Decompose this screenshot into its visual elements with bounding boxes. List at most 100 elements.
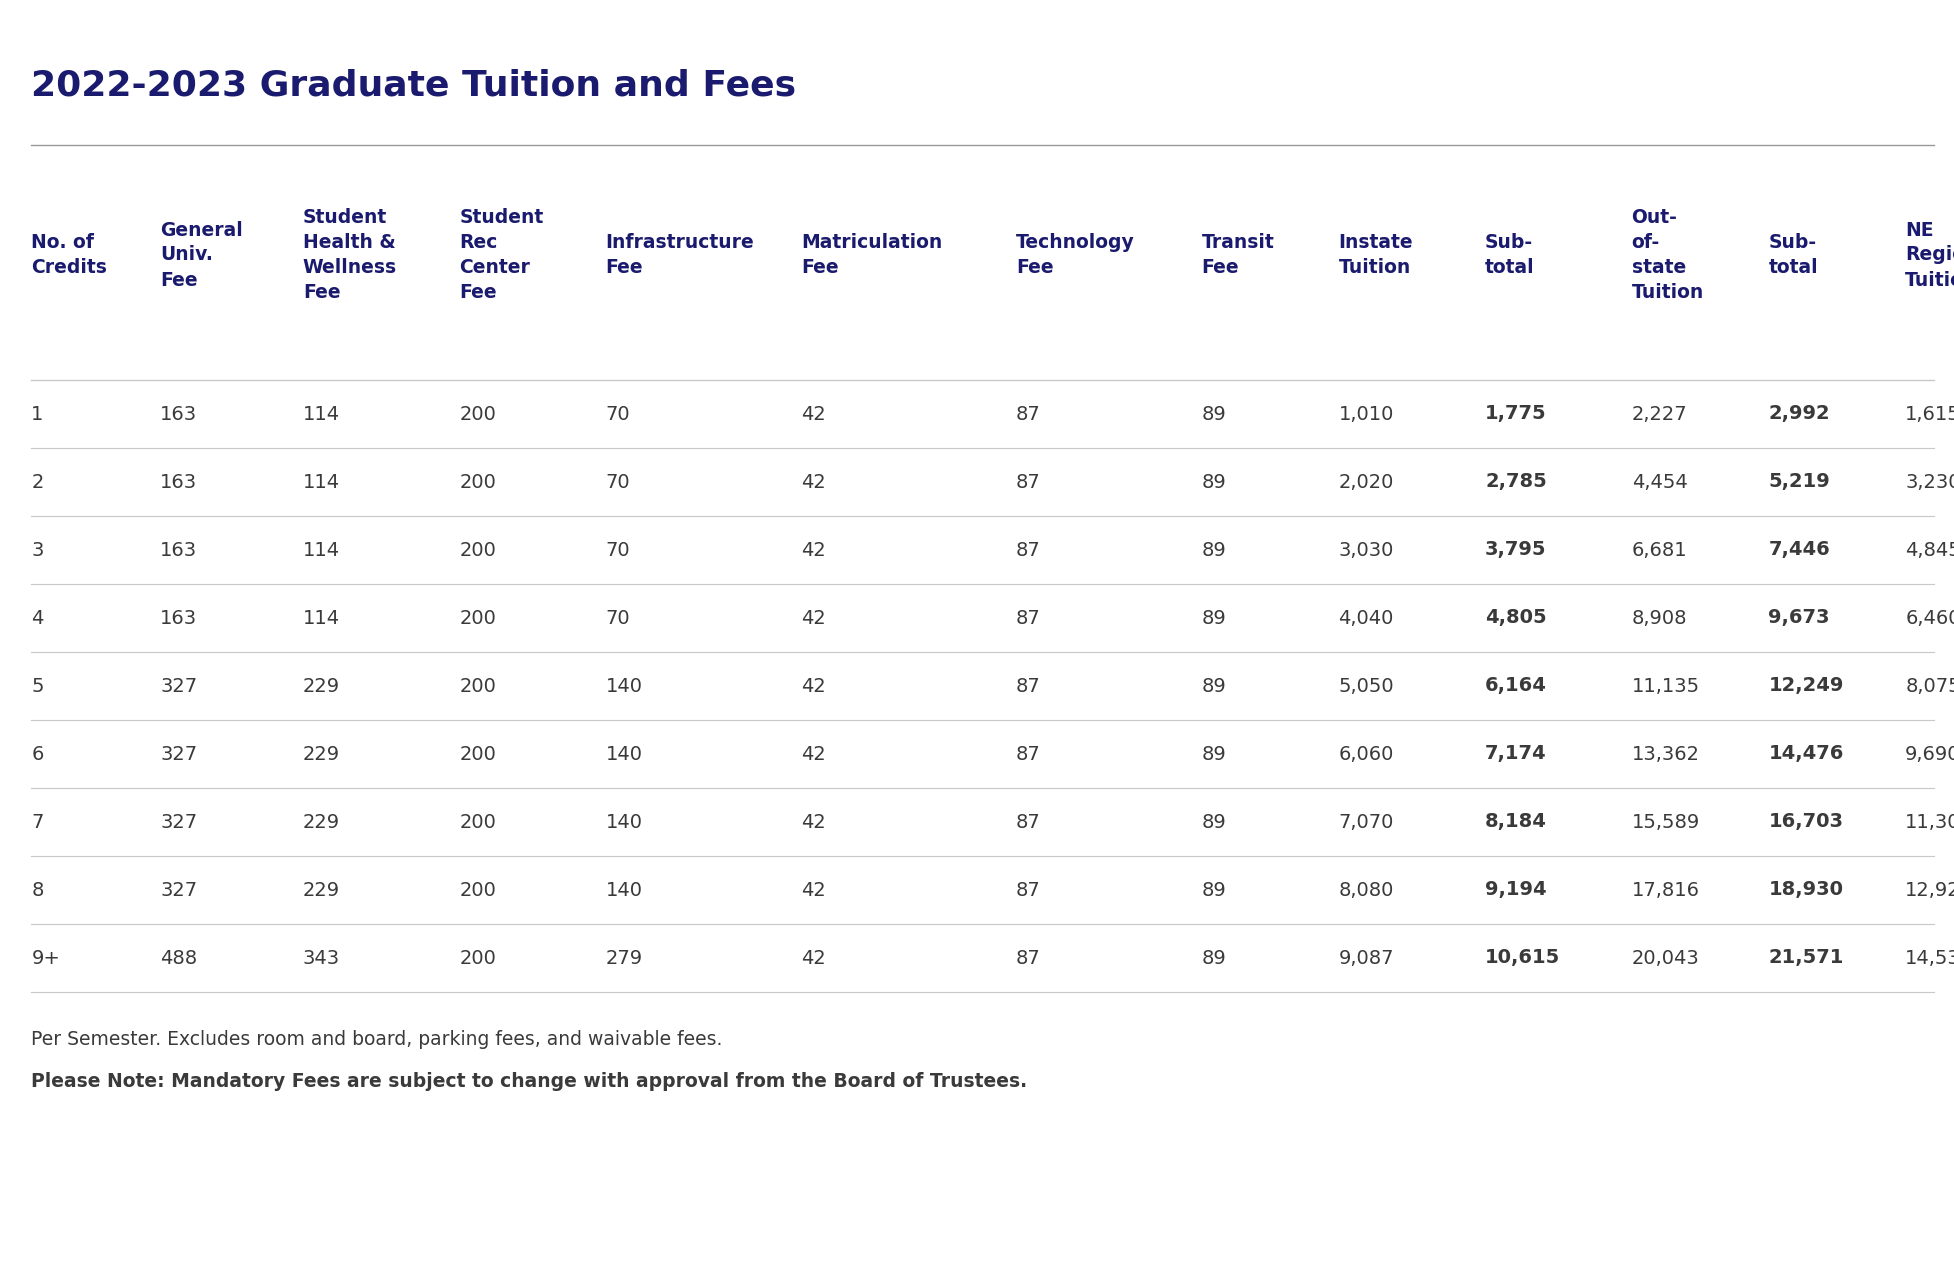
Text: NE
Region
Tuition: NE Region Tuition (1905, 220, 1954, 290)
Text: 12,249: 12,249 (1768, 676, 1845, 695)
Text: General
Univ.
Fee: General Univ. Fee (160, 220, 242, 290)
Text: 163: 163 (160, 541, 197, 560)
Text: 1,010: 1,010 (1338, 405, 1393, 424)
Text: 2,785: 2,785 (1485, 472, 1548, 491)
Text: 327: 327 (160, 813, 197, 832)
Text: 6,060: 6,060 (1338, 744, 1393, 763)
Text: 87: 87 (1016, 813, 1041, 832)
Text: 200: 200 (459, 744, 496, 763)
Text: 114: 114 (303, 541, 340, 560)
Text: 9,673: 9,673 (1768, 609, 1829, 628)
Text: 70: 70 (606, 541, 631, 560)
Text: 89: 89 (1202, 405, 1227, 424)
Text: 2,020: 2,020 (1338, 472, 1393, 491)
Text: 1,775: 1,775 (1485, 405, 1548, 424)
Text: 89: 89 (1202, 472, 1227, 491)
Text: 1: 1 (31, 405, 43, 424)
Text: 4,454: 4,454 (1632, 472, 1688, 491)
Text: 89: 89 (1202, 880, 1227, 900)
Text: 87: 87 (1016, 609, 1041, 628)
Text: 229: 229 (303, 744, 340, 763)
Text: 87: 87 (1016, 744, 1041, 763)
Text: 327: 327 (160, 676, 197, 695)
Text: 2,992: 2,992 (1768, 405, 1831, 424)
Text: 70: 70 (606, 609, 631, 628)
Text: 200: 200 (459, 472, 496, 491)
Text: 200: 200 (459, 541, 496, 560)
Text: 16,703: 16,703 (1768, 813, 1843, 832)
Text: 12,920: 12,920 (1905, 880, 1954, 900)
Text: Sub-
total: Sub- total (1485, 233, 1534, 277)
Text: 7,446: 7,446 (1768, 541, 1831, 560)
Text: 140: 140 (606, 676, 643, 695)
Text: 8,908: 8,908 (1632, 609, 1686, 628)
Text: 89: 89 (1202, 676, 1227, 695)
Text: 14,476: 14,476 (1768, 744, 1845, 763)
Text: 8,184: 8,184 (1485, 813, 1548, 832)
Text: 2,227: 2,227 (1632, 405, 1686, 424)
Text: 488: 488 (160, 948, 197, 967)
Text: 42: 42 (801, 880, 827, 900)
Text: 8,075: 8,075 (1905, 676, 1954, 695)
Text: 13,362: 13,362 (1632, 744, 1700, 763)
Text: 42: 42 (801, 609, 827, 628)
Text: 21,571: 21,571 (1768, 948, 1845, 967)
Text: 89: 89 (1202, 609, 1227, 628)
Text: 200: 200 (459, 948, 496, 967)
Text: 42: 42 (801, 472, 827, 491)
Text: 5,050: 5,050 (1338, 676, 1393, 695)
Text: 89: 89 (1202, 948, 1227, 967)
Text: 6,164: 6,164 (1485, 676, 1548, 695)
Text: 5: 5 (31, 676, 43, 695)
Text: 163: 163 (160, 472, 197, 491)
Text: 4,845: 4,845 (1905, 541, 1954, 560)
Text: 15,589: 15,589 (1632, 813, 1700, 832)
Text: 327: 327 (160, 880, 197, 900)
Text: Sub-
total: Sub- total (1768, 233, 1817, 277)
Text: Out-
of-
state
Tuition: Out- of- state Tuition (1632, 208, 1704, 303)
Text: 42: 42 (801, 813, 827, 832)
Text: 6,460: 6,460 (1905, 609, 1954, 628)
Text: No. of
Credits: No. of Credits (31, 233, 107, 277)
Text: Per Semester. Excludes room and board, parking fees, and waivable fees.: Per Semester. Excludes room and board, p… (31, 1031, 723, 1050)
Text: 6,681: 6,681 (1632, 541, 1686, 560)
Text: 200: 200 (459, 405, 496, 424)
Text: 1,615: 1,615 (1905, 405, 1954, 424)
Text: 9,690: 9,690 (1905, 744, 1954, 763)
Text: 87: 87 (1016, 541, 1041, 560)
Text: 9,194: 9,194 (1485, 880, 1548, 900)
Text: 114: 114 (303, 472, 340, 491)
Text: 5,219: 5,219 (1768, 472, 1831, 491)
Text: 140: 140 (606, 813, 643, 832)
Text: 229: 229 (303, 813, 340, 832)
Text: 7,070: 7,070 (1338, 813, 1393, 832)
Text: 200: 200 (459, 676, 496, 695)
Text: 114: 114 (303, 405, 340, 424)
Text: 4,805: 4,805 (1485, 609, 1548, 628)
Text: Please Note: Mandatory Fees are subject to change with approval from the Board o: Please Note: Mandatory Fees are subject … (31, 1072, 1028, 1091)
Text: 10,615: 10,615 (1485, 948, 1561, 967)
Text: 163: 163 (160, 405, 197, 424)
Text: 8,080: 8,080 (1338, 880, 1393, 900)
Text: 229: 229 (303, 676, 340, 695)
Text: 8: 8 (31, 880, 43, 900)
Text: Matriculation
Fee: Matriculation Fee (801, 233, 942, 277)
Text: 2022-2023 Graduate Tuition and Fees: 2022-2023 Graduate Tuition and Fees (31, 68, 797, 103)
Text: 70: 70 (606, 472, 631, 491)
Text: 6: 6 (31, 744, 43, 763)
Text: 14,535: 14,535 (1905, 948, 1954, 967)
Text: 279: 279 (606, 948, 643, 967)
Text: 4,040: 4,040 (1338, 609, 1393, 628)
Text: 87: 87 (1016, 948, 1041, 967)
Text: 9,087: 9,087 (1338, 948, 1393, 967)
Text: 17,816: 17,816 (1632, 880, 1700, 900)
Text: 327: 327 (160, 744, 197, 763)
Text: Student
Rec
Center
Fee: Student Rec Center Fee (459, 208, 543, 303)
Text: 11,305: 11,305 (1905, 813, 1954, 832)
Text: 20,043: 20,043 (1632, 948, 1700, 967)
Text: 42: 42 (801, 744, 827, 763)
Text: 11,135: 11,135 (1632, 676, 1700, 695)
Text: 87: 87 (1016, 405, 1041, 424)
Text: 87: 87 (1016, 472, 1041, 491)
Text: 3,230: 3,230 (1905, 472, 1954, 491)
